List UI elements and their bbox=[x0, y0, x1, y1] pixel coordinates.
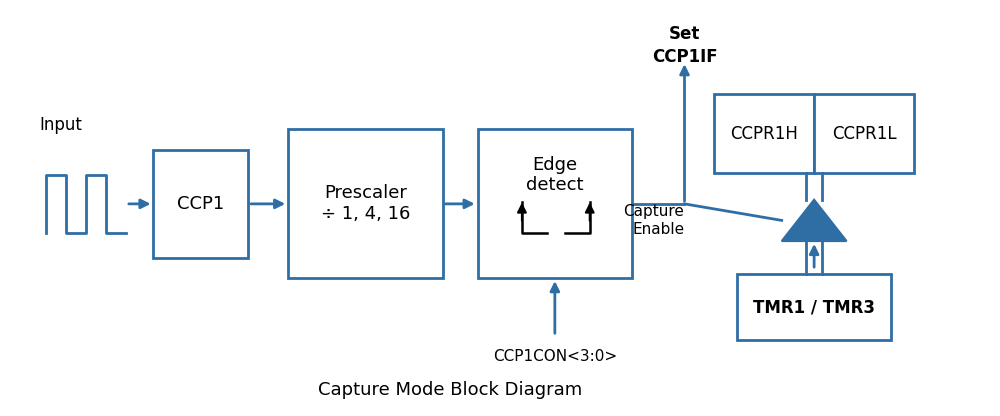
Text: TMR1 / TMR3: TMR1 / TMR3 bbox=[753, 298, 875, 316]
Text: CCP1CON<3:0>: CCP1CON<3:0> bbox=[493, 349, 617, 364]
Text: CCPR1H: CCPR1H bbox=[730, 125, 798, 143]
Text: CCPR1L: CCPR1L bbox=[832, 125, 896, 143]
Text: Set: Set bbox=[669, 25, 700, 43]
Bar bbox=[814, 94, 914, 173]
Polygon shape bbox=[782, 200, 847, 241]
Text: Input: Input bbox=[40, 116, 83, 134]
Bar bbox=[714, 94, 814, 173]
Text: Capture Mode Block Diagram: Capture Mode Block Diagram bbox=[318, 381, 582, 399]
Text: CCP1IF: CCP1IF bbox=[652, 48, 717, 66]
Bar bbox=[288, 129, 443, 278]
Text: Capture
Enable: Capture Enable bbox=[624, 204, 684, 237]
Bar bbox=[737, 274, 891, 340]
Text: Prescaler
÷ 1, 4, 16: Prescaler ÷ 1, 4, 16 bbox=[321, 184, 410, 223]
Text: Edge
detect: Edge detect bbox=[526, 156, 584, 194]
Bar bbox=[478, 129, 632, 278]
Text: CCP1: CCP1 bbox=[177, 195, 224, 213]
Bar bbox=[153, 150, 248, 258]
